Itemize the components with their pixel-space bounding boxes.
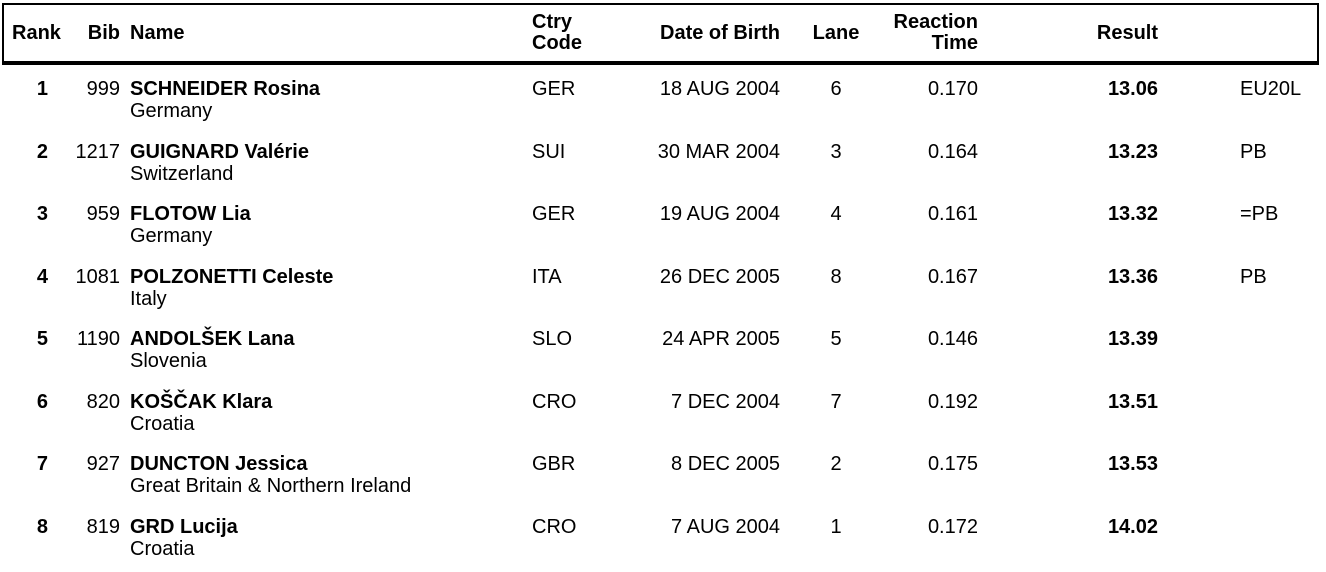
header-name: Name [130,21,185,44]
bib-cell: 1217 [75,140,121,163]
reaction-time-cell: 0.175 [927,453,978,475]
rank-cell: 5 [36,328,48,350]
athlete-name: KOŠČAK Klara [130,390,273,413]
reaction-time-cell: 0.146 [927,328,978,350]
date-of-birth-cell: 24 APR 2005 [662,328,780,350]
result-cell: 14.02 [1107,515,1158,538]
reaction-time-cell: 0.167 [927,265,978,288]
athlete-name: GRD Lucija [130,515,238,538]
table-body: 1 999 SCHNEIDER Rosina Germany GER 18 AU… [0,65,1326,572]
table-row: 8 819 GRD Lucija Croatia CRO 7 AUG 2004 … [0,516,1326,572]
athlete-name: DUNCTON Jessica [130,453,308,475]
reaction-time-cell: 0.161 [927,203,978,225]
date-of-birth-cell: 7 AUG 2004 [671,515,780,538]
country-code-cell: GER [532,203,576,225]
date-of-birth-cell: 30 MAR 2004 [657,140,780,163]
country-name: Germany [130,100,213,122]
header-rank: Rank [12,21,61,44]
record-note-cell: EU20L [1240,78,1302,100]
lane-cell: 3 [830,140,842,163]
rank-cell: 3 [36,203,48,225]
lane-cell: 5 [830,328,842,350]
reaction-time-cell: 0.172 [927,515,978,538]
bib-cell: 1081 [75,265,121,288]
lane-cell: 1 [830,515,842,538]
date-of-birth-cell: 7 DEC 2004 [671,390,780,413]
date-of-birth-cell: 26 DEC 2005 [659,265,780,288]
table-row: 1 999 SCHNEIDER Rosina Germany GER 18 AU… [0,78,1326,141]
result-cell: 13.39 [1107,328,1158,350]
country-name: Croatia [130,537,195,560]
country-code-cell: GBR [532,453,576,475]
lane-cell: 6 [830,78,842,100]
record-note-cell: PB [1240,140,1267,163]
country-name: Great Britain & Northern Ireland [130,475,412,497]
country-code-cell: GER [532,78,576,100]
result-cell: 13.23 [1107,140,1158,163]
header-bib: Bib [87,21,120,44]
athlete-name: GUIGNARD Valérie [130,140,309,163]
rank-cell: 2 [36,140,48,163]
result-cell: 13.53 [1107,453,1158,475]
header-result: Result [1096,21,1158,44]
table-row: 2 1217 GUIGNARD Valérie Switzerland SUI … [0,141,1326,204]
table-row: 6 820 KOŠČAK Klara Croatia CRO 7 DEC 200… [0,391,1326,454]
reaction-time-cell: 0.192 [927,390,978,413]
lane-cell: 2 [830,453,842,475]
athlete-name: ANDOLŠEK Lana [130,328,295,350]
reaction-time-cell: 0.164 [927,140,978,163]
rank-cell: 1 [36,78,48,100]
table-row: 7 927 DUNCTON Jessica Great Britain & No… [0,453,1326,516]
bib-cell: 927 [86,453,120,475]
athlete-name: FLOTOW Lia [130,203,251,225]
date-of-birth-cell: 18 AUG 2004 [659,78,780,100]
lane-cell: 8 [830,265,842,288]
country-code-cell: SUI [532,140,566,163]
header-date-of-birth: Date of Birth [660,21,780,44]
athlete-name: SCHNEIDER Rosina [130,78,321,100]
result-cell: 13.51 [1107,390,1158,413]
lane-cell: 4 [830,203,842,225]
result-cell: 13.32 [1107,203,1158,225]
table-row: 3 959 FLOTOW Lia Germany GER 19 AUG 2004… [0,203,1326,266]
country-code-cell: ITA [532,265,562,288]
table-header: Rank Bib Name Ctry Code Date of Birth La… [2,3,1319,65]
header-lane: Lane [812,21,860,44]
rank-cell: 8 [36,515,48,538]
bib-cell: 820 [86,390,120,413]
bib-cell: 1190 [76,328,120,350]
lane-cell: 7 [830,390,842,413]
header-reaction-time: Reaction Time [893,11,978,54]
country-name: Switzerland [130,162,234,185]
result-cell: 13.36 [1107,265,1158,288]
results-table: Rank Bib Name Ctry Code Date of Birth La… [0,3,1326,572]
country-name: Germany [130,225,213,247]
rank-cell: 7 [36,453,48,475]
record-note-cell: PB [1240,265,1267,288]
country-code-cell: CRO [532,390,577,413]
bib-cell: 819 [86,515,120,538]
country-code-cell: CRO [532,515,577,538]
date-of-birth-cell: 8 DEC 2005 [671,453,780,475]
result-cell: 13.06 [1107,78,1158,100]
country-name: Italy [130,287,167,310]
country-name: Slovenia [130,350,207,372]
table-row: 5 1190 ANDOLŠEK Lana Slovenia SLO 24 APR… [0,328,1326,391]
bib-cell: 959 [86,203,120,225]
reaction-time-cell: 0.170 [927,78,978,100]
table-row: 4 1081 POLZONETTI Celeste Italy ITA 26 D… [0,266,1326,329]
bib-cell: 999 [86,78,120,100]
athlete-name: POLZONETTI Celeste [130,265,334,288]
date-of-birth-cell: 19 AUG 2004 [659,203,780,225]
header-country-code: Ctry Code [532,11,582,54]
rank-cell: 4 [36,265,48,288]
country-code-cell: SLO [532,328,573,350]
record-note-cell: =PB [1240,203,1279,225]
country-name: Croatia [130,412,195,435]
rank-cell: 6 [36,390,48,413]
